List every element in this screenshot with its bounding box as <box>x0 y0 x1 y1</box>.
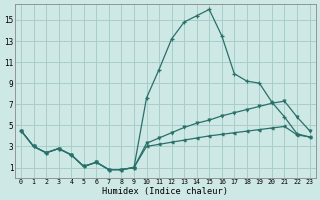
X-axis label: Humidex (Indice chaleur): Humidex (Indice chaleur) <box>102 187 228 196</box>
